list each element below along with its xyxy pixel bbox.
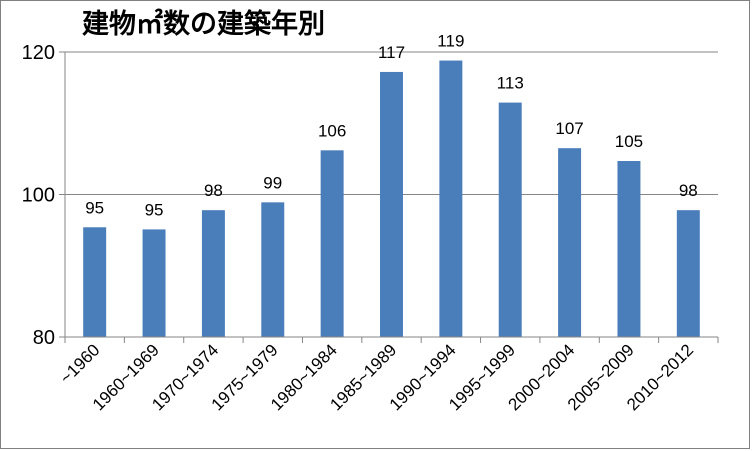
data-label: 95 [145, 200, 164, 219]
y-tick-label: 120 [22, 42, 55, 64]
y-tick-label: 80 [33, 327, 55, 349]
bar [498, 102, 522, 338]
bars [83, 60, 700, 338]
data-label: 113 [497, 74, 524, 93]
data-label: 106 [318, 121, 346, 140]
chart-title: 建物㎡数の建築年別 [82, 9, 325, 40]
data-labels: 95 95 98 99 106 117 119 113 107 105 98 [85, 32, 698, 220]
bar [380, 71, 403, 337]
axes [59, 51, 719, 343]
y-tick-label: 100 [22, 185, 55, 207]
x-tick-label: ~1960 [56, 340, 103, 387]
bar [201, 210, 225, 337]
data-label: 105 [615, 132, 643, 151]
data-label: 107 [555, 119, 583, 138]
bar [261, 202, 285, 337]
data-label: 98 [204, 181, 223, 200]
bar [558, 148, 582, 337]
bar [320, 150, 344, 337]
data-label: 95 [85, 198, 104, 217]
bar [617, 161, 641, 337]
bar [83, 227, 107, 337]
bar [142, 229, 166, 337]
data-label: 117 [378, 43, 405, 62]
x-tick-labels: ~19601960~19691970~19741975~19791980~198… [56, 340, 697, 414]
y-tick-labels: 80 100 120 [22, 42, 55, 349]
data-label: 99 [263, 173, 282, 192]
data-label: 119 [437, 32, 464, 51]
bar [676, 210, 700, 337]
data-label: 98 [679, 181, 698, 200]
bar [439, 60, 463, 338]
